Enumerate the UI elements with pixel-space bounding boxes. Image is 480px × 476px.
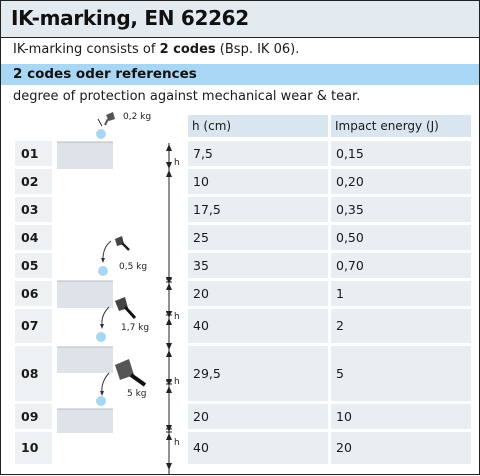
description: degree of protection against mechanical … bbox=[13, 89, 361, 104]
row-code: 02 bbox=[15, 169, 52, 194]
row-height: 20 bbox=[188, 404, 328, 429]
height-label: h bbox=[174, 312, 180, 322]
ball-icon bbox=[96, 396, 106, 406]
row-height: 25 bbox=[188, 225, 328, 250]
scale-ticks bbox=[166, 278, 172, 433]
mass-label: 0,2 kg bbox=[123, 112, 152, 122]
mass-label: 5 kg bbox=[127, 389, 147, 399]
row-energy: 0,35 bbox=[331, 197, 471, 222]
intro-after: (Bsp. IK 06). bbox=[215, 42, 300, 57]
hammer-0-2kg-icon bbox=[104, 112, 115, 126]
row-height: 17,5 bbox=[188, 197, 328, 222]
row-code: 09 bbox=[15, 404, 52, 429]
height-label: h bbox=[174, 438, 180, 448]
row-energy: 10 bbox=[331, 404, 471, 429]
row-height: 40 bbox=[188, 432, 328, 464]
height-label: h bbox=[174, 158, 180, 168]
header-height: h (cm) bbox=[188, 115, 328, 137]
intro-bold: 2 codes bbox=[159, 42, 216, 57]
slab bbox=[57, 142, 113, 169]
row-energy: 0,70 bbox=[331, 253, 471, 278]
title-bar: IK-marking, EN 62262 bbox=[1, 1, 479, 38]
swing-arrow bbox=[101, 372, 110, 393]
hammer-0-5kg-icon bbox=[115, 236, 130, 251]
subheading-bar: 2 codes oder references bbox=[1, 64, 479, 85]
page-title: IK-marking, EN 62262 bbox=[11, 6, 249, 30]
row-height: 7,5 bbox=[188, 141, 328, 166]
impact-test-illustration bbox=[57, 112, 172, 475]
row-energy: 20 bbox=[331, 432, 471, 464]
row-code: 06 bbox=[15, 281, 52, 306]
swing-arrow bbox=[101, 306, 110, 326]
intro-text: IK-marking consists of 2 codes (Bsp. IK … bbox=[13, 42, 299, 57]
row-code: 10 bbox=[15, 432, 52, 464]
ball-icon bbox=[96, 129, 106, 139]
hammer-1-7kg-icon bbox=[115, 297, 137, 320]
intro-before: IK-marking consists of bbox=[13, 42, 160, 57]
row-height: 40 bbox=[188, 309, 328, 343]
row-code: 01 bbox=[15, 141, 52, 166]
row-height: 29,5 bbox=[188, 346, 328, 401]
subheading: 2 codes oder references bbox=[13, 66, 197, 82]
row-height: 20 bbox=[188, 281, 328, 306]
row-height: 35 bbox=[188, 253, 328, 278]
row-code: 03 bbox=[15, 197, 52, 222]
mass-label: 1,7 kg bbox=[121, 323, 150, 333]
slab bbox=[57, 281, 113, 308]
row-energy: 2 bbox=[331, 309, 471, 343]
slab bbox=[57, 409, 113, 433]
row-code: 07 bbox=[15, 309, 52, 343]
ball-icon bbox=[96, 332, 106, 342]
swing-arrow bbox=[102, 240, 112, 260]
row-energy: 0,50 bbox=[331, 225, 471, 250]
height-label: h bbox=[174, 377, 180, 387]
row-code: 05 bbox=[15, 253, 52, 278]
row-code: 08 bbox=[15, 346, 52, 401]
mass-label: 0,5 kg bbox=[119, 262, 148, 272]
row-code: 04 bbox=[15, 225, 52, 250]
header-energy: Impact energy (J) bbox=[331, 115, 471, 137]
arrow-line bbox=[97, 118, 103, 127]
hammer-5kg-icon bbox=[115, 359, 147, 387]
row-energy: 0,15 bbox=[331, 141, 471, 166]
height-arrows bbox=[166, 144, 172, 470]
row-energy: 1 bbox=[331, 281, 471, 306]
row-energy: 0,20 bbox=[331, 169, 471, 194]
row-height: 10 bbox=[188, 169, 328, 194]
slab bbox=[57, 347, 113, 373]
ball-icon bbox=[98, 266, 108, 276]
row-energy: 5 bbox=[331, 346, 471, 401]
